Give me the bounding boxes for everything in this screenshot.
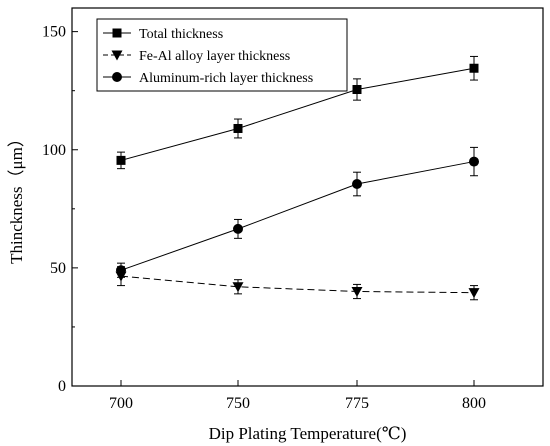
series-2 (115, 266, 480, 301)
x-tick-label: 775 (345, 395, 369, 412)
data-point (468, 288, 480, 299)
data-point (352, 179, 362, 190)
y-tick-label: 50 (50, 260, 66, 277)
y-tick-label: 0 (58, 378, 66, 395)
plot-border (71, 7, 544, 387)
legend-marker (111, 50, 123, 61)
series-1 (116, 55, 479, 170)
x-axis: 700 750 775 800 (109, 380, 486, 412)
x-tick-label: 700 (109, 395, 133, 412)
data-point (233, 123, 243, 133)
series-line (120, 275, 475, 294)
series-3 (116, 146, 479, 278)
x-tick-label: 800 (462, 395, 486, 412)
x-tick-label: 750 (226, 395, 250, 412)
data-point (351, 287, 363, 297)
data-point (352, 85, 362, 95)
data-point (469, 156, 479, 167)
data-point (232, 282, 244, 293)
series-line (120, 161, 475, 271)
data-point (116, 155, 126, 165)
series-layer (115, 55, 480, 301)
legend-label: Aluminum-rich layer thickness (139, 71, 313, 86)
y-tick-label: 100 (42, 142, 66, 159)
x-axis-title: Dip Plating Temperature(℃) (209, 424, 407, 443)
y-axis-title: Thinckness（μm） (7, 130, 26, 264)
legend-box (96, 18, 348, 92)
legend-marker (112, 72, 122, 82)
plot-frame (71, 7, 544, 387)
y-tick-label: 150 (42, 24, 66, 41)
legend-label: Fe-Al alloy layer thickness (139, 49, 290, 64)
data-point (233, 223, 243, 234)
legend: Total thickness Fe-Al alloy layer thickne… (96, 18, 348, 92)
data-point (469, 63, 479, 73)
series-line (120, 67, 475, 161)
legend-label: Total thickness (139, 27, 223, 42)
data-point (116, 265, 126, 276)
legend-marker (112, 28, 122, 38)
y-axis: 0 50 100 150 (42, 24, 78, 395)
